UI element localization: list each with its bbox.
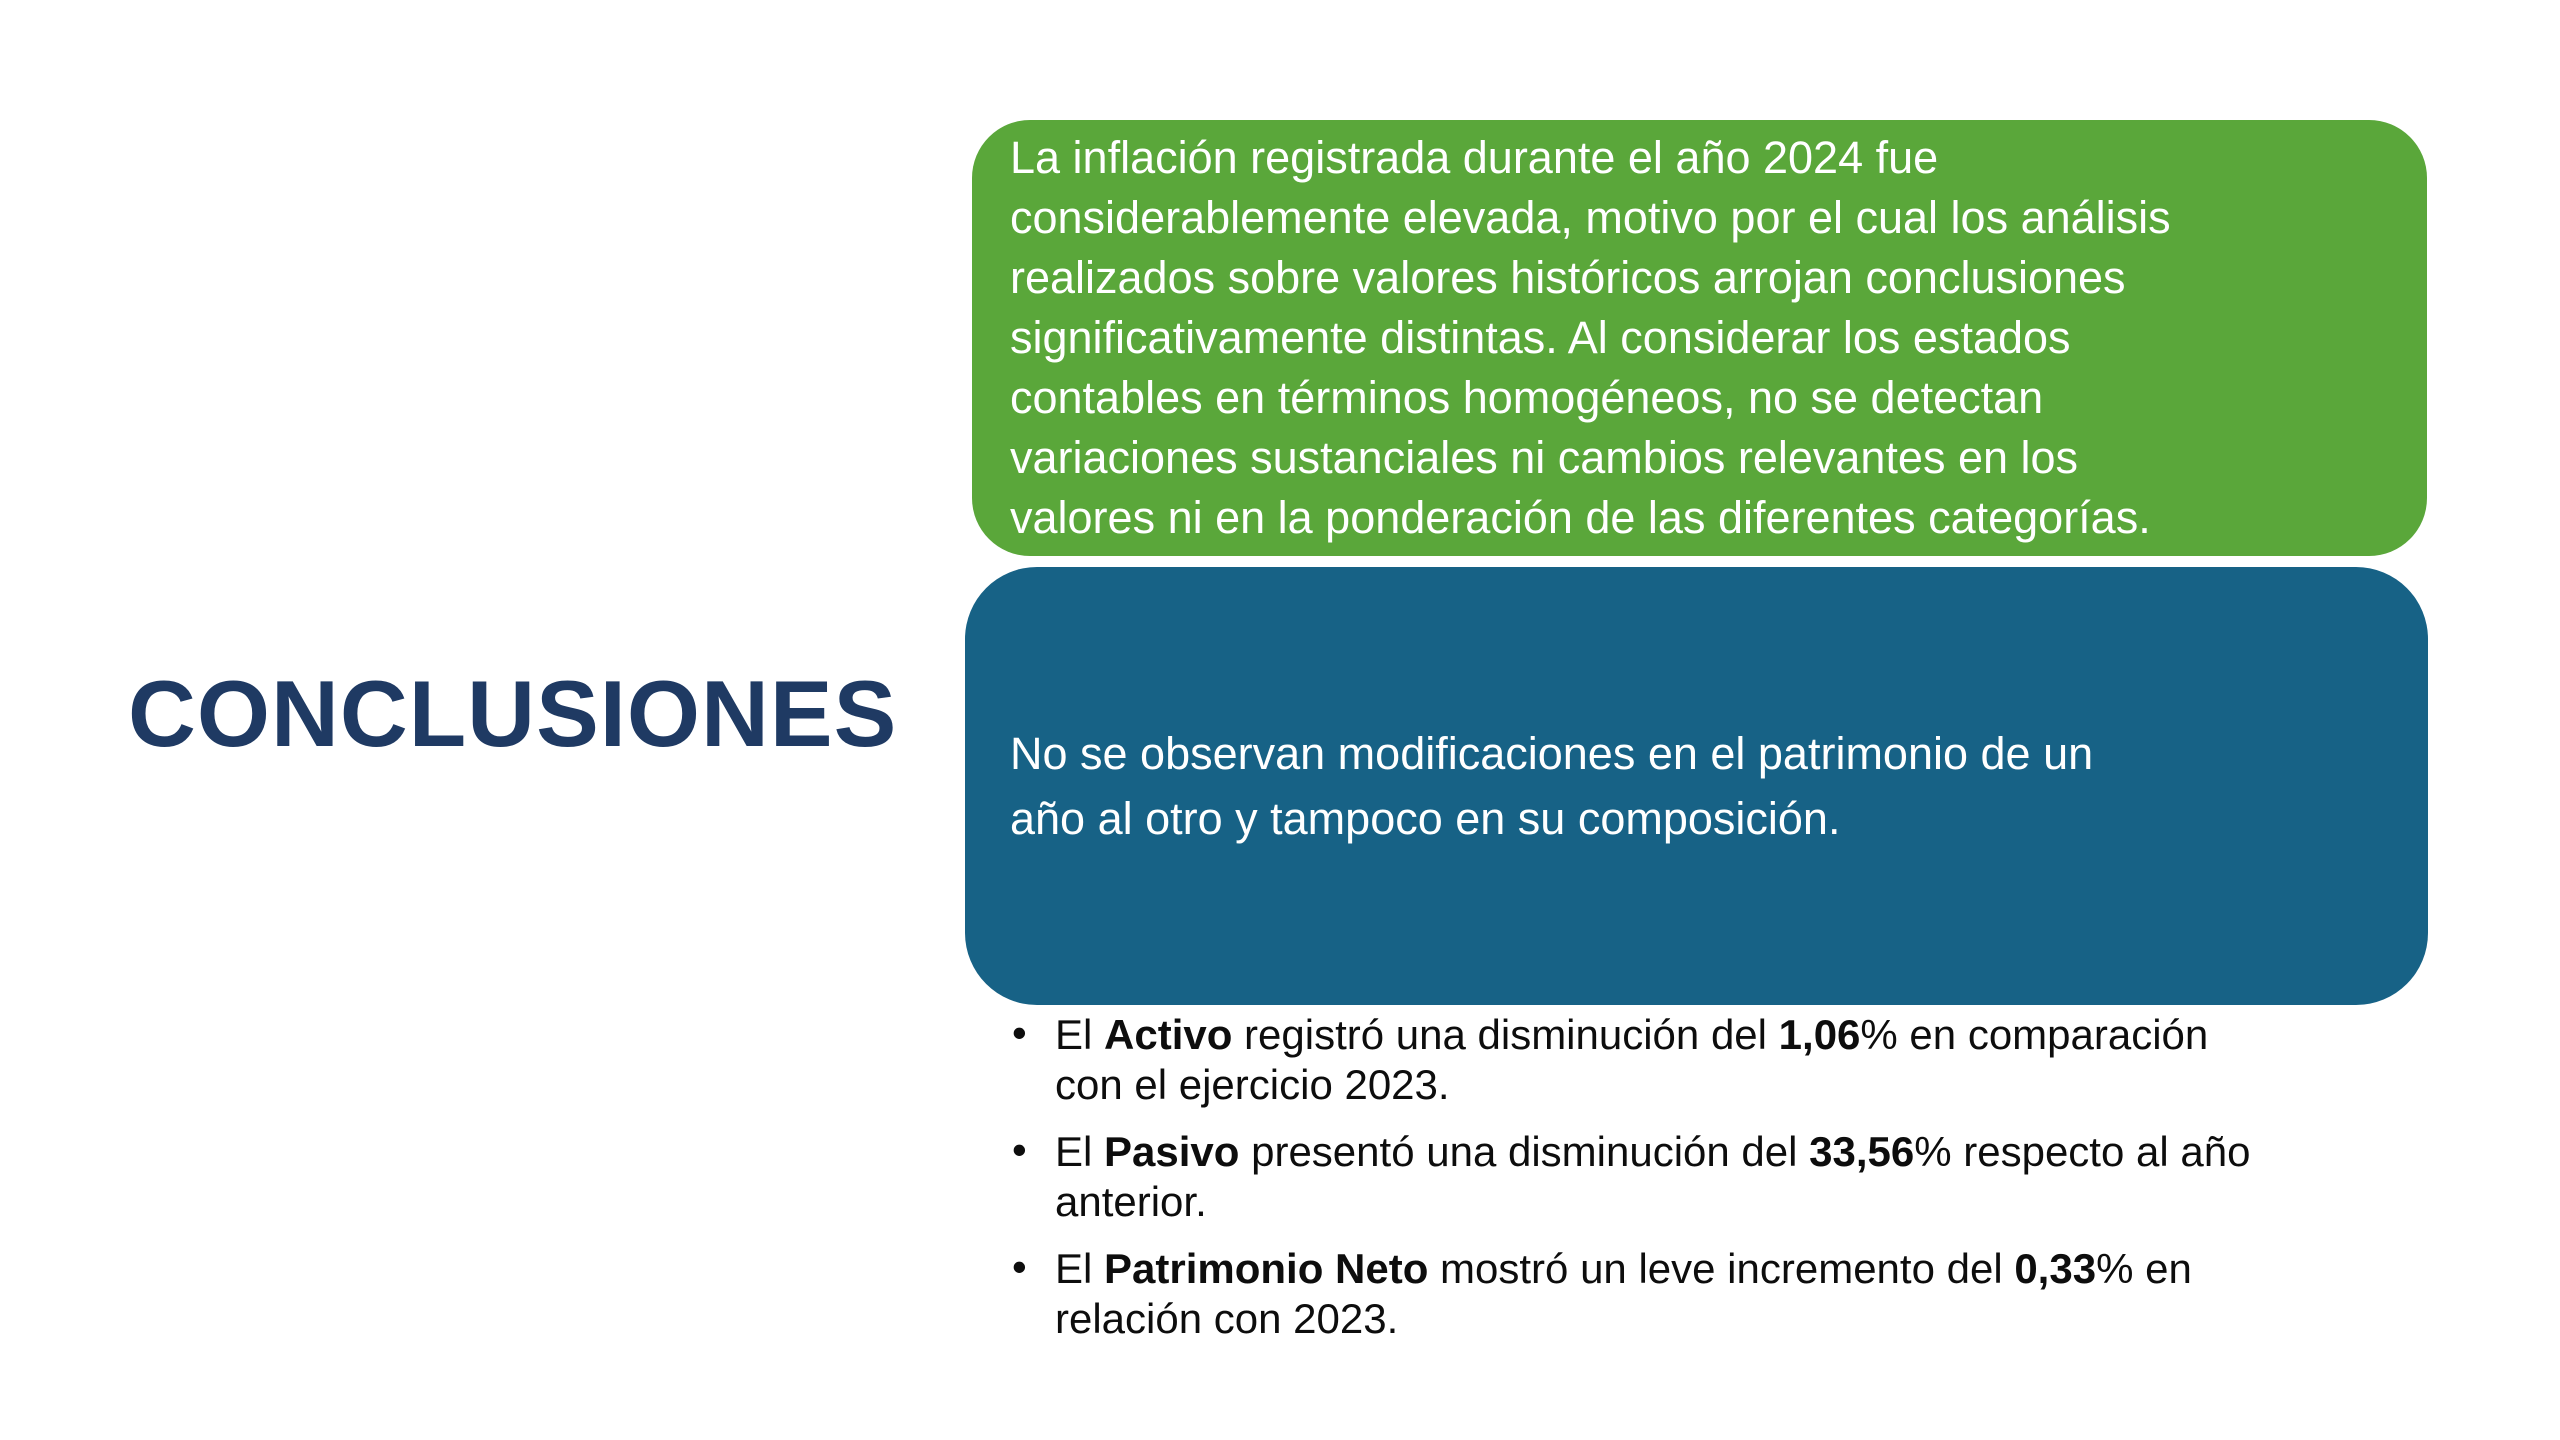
bullet-marker-icon: • (1012, 1126, 1027, 1173)
bullet-item: • El Patrimonio Neto mostró un leve incre… (1002, 1243, 2452, 1344)
text-line: No se observan modificaciones en el patr… (1010, 728, 2094, 779)
page-title: CONCLUSIONES (128, 661, 898, 766)
bullet-list: • El Activo registró una disminución del … (1002, 1009, 2452, 1361)
green-callout-box: La inflación registrada durante el año 2… (972, 120, 2427, 556)
bullet-line: anterior. (1055, 1178, 1207, 1225)
text-line: La inflación registrada durante el año 2… (1010, 132, 1939, 183)
bullet-line: El Pasivo presentó una disminución del 3… (1055, 1128, 2251, 1175)
bullet-marker-icon: • (1012, 1009, 1027, 1056)
text-line: contables en términos homogéneos, no se … (1010, 372, 2044, 423)
bullet-line: con el ejercicio 2023. (1055, 1061, 1450, 1108)
bullet-item: • El Pasivo presentó una disminución del … (1002, 1126, 2452, 1227)
text-line: significativamente distintas. Al conside… (1010, 312, 2071, 363)
bullet-line: relación con 2023. (1055, 1295, 1399, 1342)
blue-callout-box: No se observan modificaciones en el patr… (965, 567, 2428, 1005)
bullet-line: El Patrimonio Neto mostró un leve increm… (1055, 1245, 2192, 1292)
bullet-line: El Activo registró una disminución del 1… (1055, 1011, 2209, 1058)
text-line: valores ni en la ponderación de las dife… (1010, 492, 2151, 543)
text-line: realizados sobre valores históricos arro… (1010, 252, 2126, 303)
text-line: año al otro y tampoco en su composición. (1010, 793, 1841, 844)
bullet-marker-icon: • (1012, 1243, 1027, 1290)
bullet-item: • El Activo registró una disminución del … (1002, 1009, 2452, 1110)
green-box-text: La inflación registrada durante el año 2… (1010, 128, 2407, 548)
text-line: considerablemente elevada, motivo por el… (1010, 192, 2171, 243)
text-line: variaciones sustanciales ni cambios rele… (1010, 432, 2079, 483)
blue-box-text: No se observan modificaciones en el patr… (1010, 721, 2408, 851)
